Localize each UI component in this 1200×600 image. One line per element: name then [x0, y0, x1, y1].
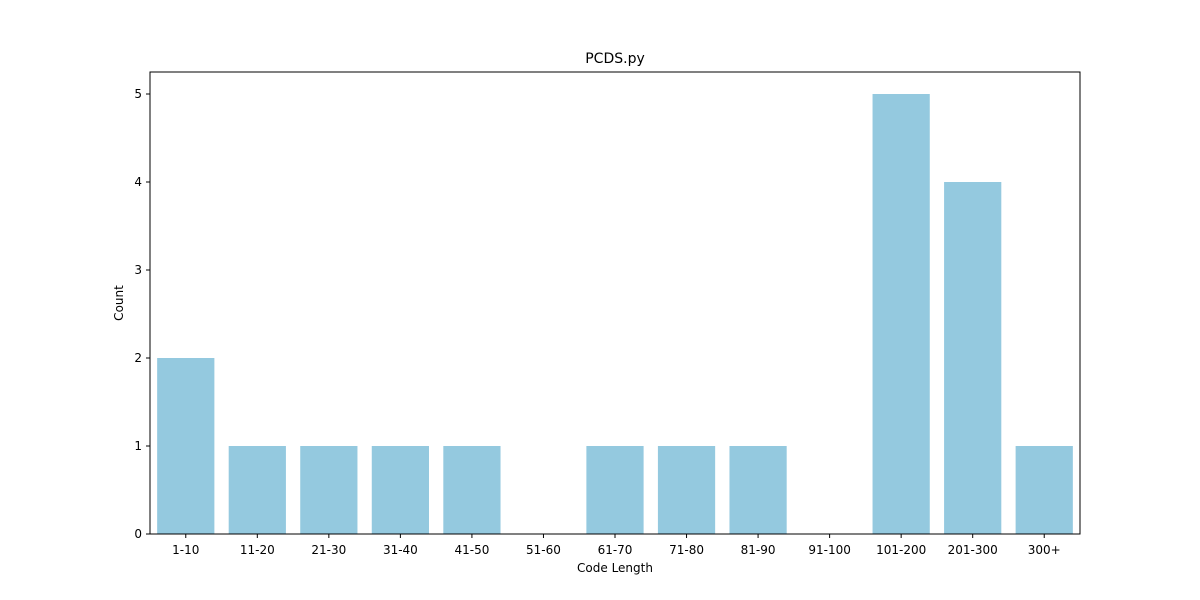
bar-81-90	[729, 446, 787, 534]
x-tick-label: 1-10	[172, 543, 199, 557]
x-axis-ticks: 1-10 11-20 21-30 31-40 41-50 51-60 61-70 71-80 8…	[172, 534, 1061, 557]
x-tick-label: 31-40	[383, 543, 418, 557]
x-tick-label: 300+	[1028, 543, 1061, 557]
x-tick-label: 51-60	[526, 543, 561, 557]
y-tick-label: 2	[134, 351, 142, 365]
y-tick-label: 0	[134, 527, 142, 541]
x-tick-label: 91-100	[808, 543, 851, 557]
bar-21-30	[300, 446, 358, 534]
bar-300+	[1015, 446, 1073, 534]
y-tick-label: 1	[134, 439, 142, 453]
chart-title: PCDS.py	[585, 51, 645, 67]
x-axis-title: Code Length	[577, 561, 653, 575]
bar-31-40	[371, 446, 429, 534]
x-tick-label: 41-50	[454, 543, 489, 557]
bar-71-80	[657, 446, 716, 534]
y-tick-label: 5	[134, 87, 142, 101]
bars-layer	[157, 94, 1073, 534]
bar-201-300	[944, 182, 1002, 534]
y-tick-label: 4	[134, 175, 142, 189]
bar-11-20	[228, 446, 286, 534]
x-tick-label: 21-30	[311, 543, 346, 557]
x-tick-label: 201-300	[948, 543, 998, 557]
y-tick-label: 3	[134, 263, 142, 277]
plot-frame	[149, 71, 1081, 535]
x-tick-label: 71-80	[669, 543, 704, 557]
x-tick-label: 61-70	[598, 543, 633, 557]
bar-41-50	[443, 446, 501, 534]
y-axis-ticks: 0 1 2 3 4 5	[134, 87, 150, 541]
bar-101-200	[872, 94, 930, 534]
x-tick-label: 81-90	[741, 543, 776, 557]
bar-1-10	[157, 358, 215, 534]
x-tick-label: 101-200	[876, 543, 926, 557]
y-axis-title: Count	[112, 285, 126, 321]
x-tick-label: 11-20	[240, 543, 275, 557]
bar-61-70	[586, 446, 644, 534]
